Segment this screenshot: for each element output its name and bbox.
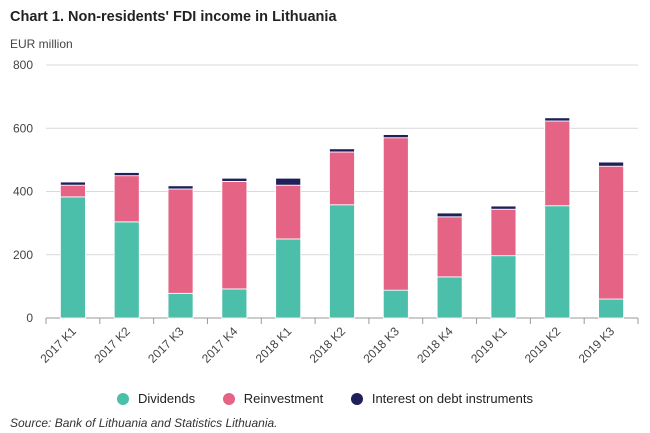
bar-segment-dividends bbox=[167, 292, 194, 319]
bar-segment-dividends bbox=[490, 255, 517, 319]
legend-item-interest: Interest on debt instruments bbox=[350, 391, 533, 406]
bar-segment-dividends bbox=[275, 238, 302, 319]
x-tick-label: 2019 K1 bbox=[468, 324, 510, 366]
bar-segment-interest bbox=[221, 177, 248, 182]
bar-segment-dividends bbox=[382, 289, 409, 319]
bar-segment-dividends bbox=[329, 204, 355, 319]
legend-label-reinvestment: Reinvestment bbox=[243, 391, 324, 406]
bar-segment-interest bbox=[598, 161, 624, 167]
x-tick-label: 2018 K2 bbox=[307, 324, 349, 366]
x-tick-label: 2019 K3 bbox=[576, 324, 618, 366]
source-note: Source: Bank of Lithuania and Statistics… bbox=[10, 416, 278, 430]
bar-segment-dividends bbox=[598, 298, 624, 319]
y-axis-unit-label: EUR million bbox=[10, 37, 73, 51]
stacked-bar-chart: 0 200 400 600 800 2017 K1 2017 K2 2017 K3 2017 K… bbox=[13, 58, 639, 366]
bar-segment-dividends bbox=[113, 221, 140, 319]
chart-legend: Dividends Reinvestment Interest on debt … bbox=[0, 391, 650, 406]
x-tick-label: 2017 K1 bbox=[38, 324, 80, 366]
bar-segment-interest bbox=[113, 172, 140, 177]
x-tick-label: 2019 K2 bbox=[522, 324, 564, 366]
x-tick-label: 2018 K4 bbox=[414, 324, 456, 366]
bar-segment-interest bbox=[436, 212, 463, 218]
legend-swatch-reinvestment bbox=[222, 393, 235, 405]
legend-swatch-dividends bbox=[117, 393, 129, 405]
bar-segment-interest bbox=[382, 134, 409, 139]
bar-segment-reinvestment bbox=[329, 151, 355, 206]
legend-label-dividends: Dividends bbox=[138, 391, 196, 406]
bar-segment-reinvestment bbox=[221, 180, 248, 290]
x-tick-label: 2018 K3 bbox=[360, 324, 402, 366]
bar-segment-reinvestment bbox=[436, 216, 463, 278]
bar-segment-reinvestment bbox=[490, 208, 517, 257]
y-tick-label: 800 bbox=[13, 58, 33, 72]
x-tick-label: 2017 K4 bbox=[199, 324, 241, 366]
legend-swatch-interest bbox=[350, 393, 363, 405]
bar-segment-reinvestment bbox=[275, 184, 302, 240]
bar-segment-reinvestment bbox=[60, 184, 86, 198]
bar-segment-interest bbox=[60, 181, 86, 186]
bar-segment-dividends bbox=[544, 205, 571, 319]
bar-segment-dividends bbox=[436, 276, 463, 319]
bar-segment-dividends bbox=[60, 196, 86, 319]
x-tick-label: 2018 K1 bbox=[253, 324, 295, 366]
bar-segment-reinvestment bbox=[598, 165, 624, 300]
bar-segment-interest bbox=[167, 185, 194, 190]
bar-segment-reinvestment bbox=[113, 175, 140, 223]
bar-segment-reinvestment bbox=[544, 120, 571, 207]
legend-item-dividends: Dividends bbox=[117, 391, 195, 406]
bar-segment-interest bbox=[329, 148, 355, 153]
x-tick-label: 2017 K2 bbox=[91, 324, 133, 366]
y-tick-label: 400 bbox=[13, 185, 33, 199]
y-tick-label: 0 bbox=[26, 311, 33, 325]
bar-segment-reinvestment bbox=[167, 188, 194, 294]
x-tick-label: 2017 K3 bbox=[145, 324, 187, 366]
legend-item-reinvestment: Reinvestment bbox=[222, 391, 324, 406]
chart-title: Chart 1. Non-residents' FDI income in Li… bbox=[10, 9, 337, 25]
y-tick-label: 600 bbox=[13, 121, 33, 135]
bar-segment-dividends bbox=[221, 288, 248, 319]
bar-segment-interest bbox=[490, 205, 517, 210]
y-tick-label: 200 bbox=[13, 248, 33, 262]
legend-label-interest: Interest on debt instruments bbox=[371, 391, 533, 406]
bar-segment-interest bbox=[275, 177, 302, 186]
bar-segment-interest bbox=[544, 117, 571, 122]
bar-segment-reinvestment bbox=[382, 137, 409, 291]
